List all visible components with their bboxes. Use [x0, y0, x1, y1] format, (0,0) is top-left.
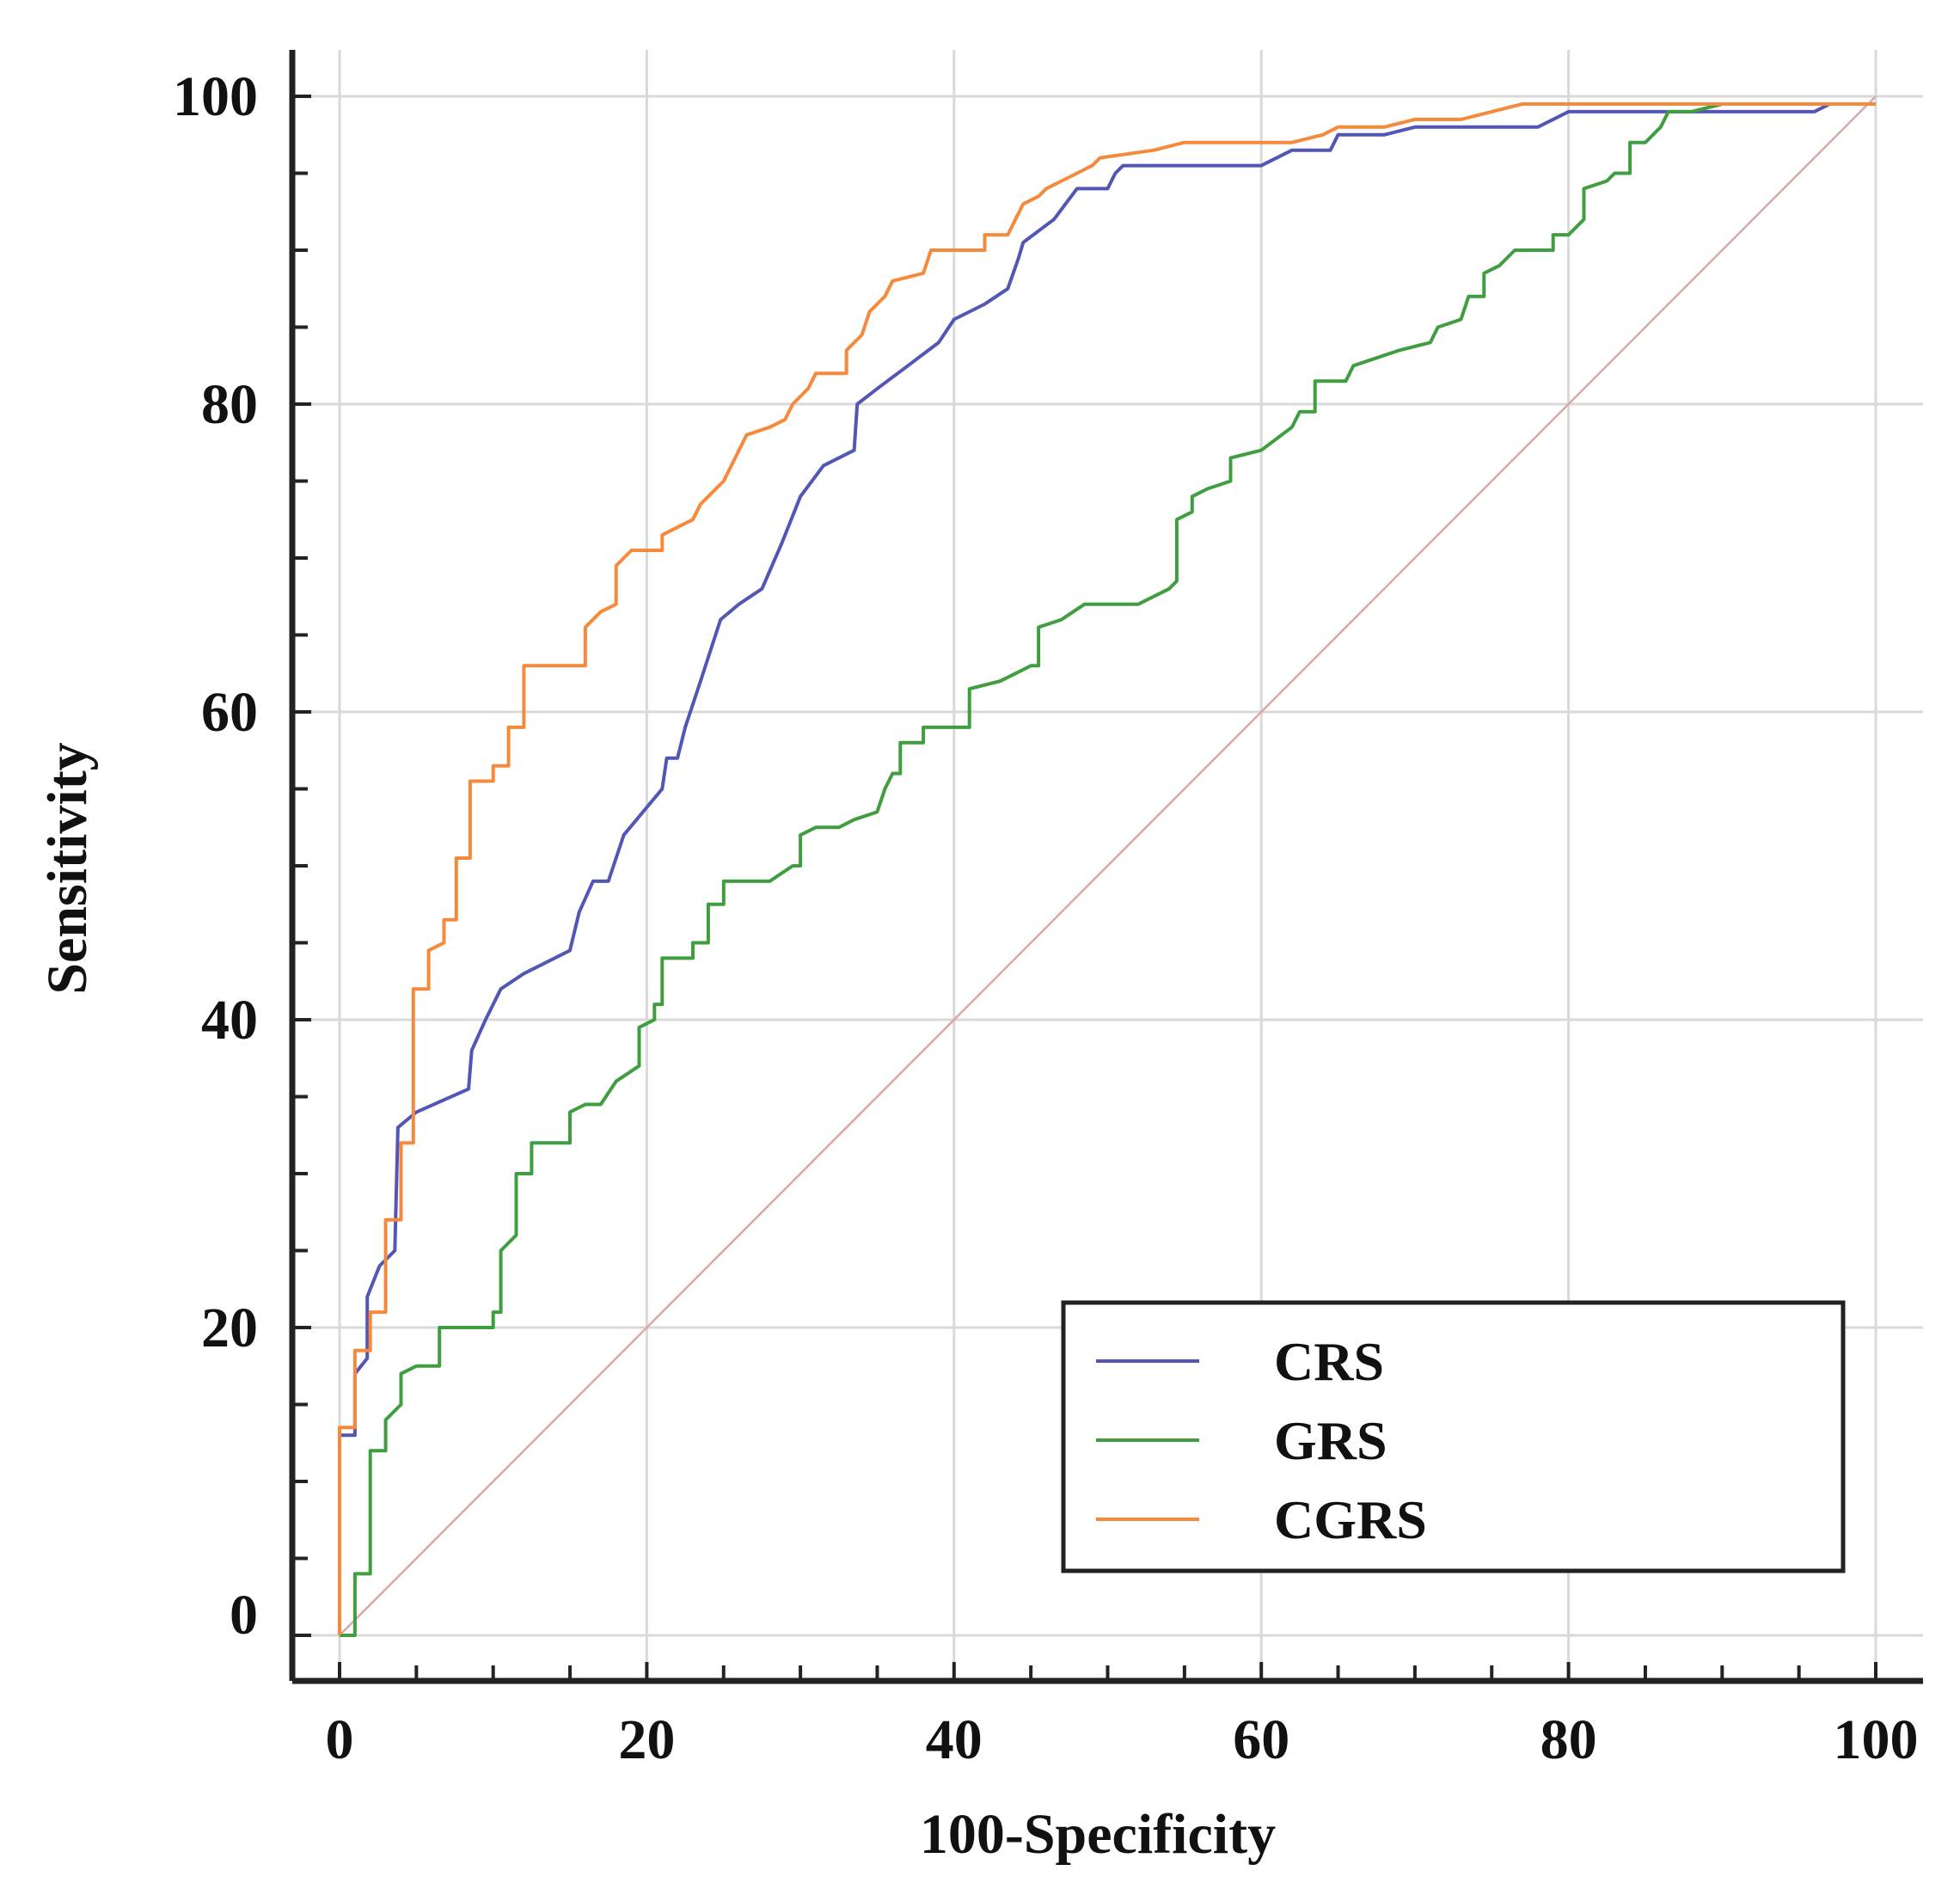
x-tick-labels: 0 20 40 60 80 100	[326, 1708, 1919, 1771]
x-tick-label: 80	[1540, 1708, 1597, 1771]
x-tick-label: 40	[926, 1708, 983, 1771]
y-tick-label: 20	[201, 1297, 258, 1359]
series-line-grs	[340, 102, 1876, 1637]
x-tick-label: 20	[618, 1708, 675, 1771]
y-tick-label: 40	[201, 989, 258, 1052]
x-axis-title: 100-Specificity	[920, 1803, 1276, 1866]
legend-label-cgrs: CGRS	[1274, 1489, 1427, 1550]
series-layer	[338, 102, 1876, 1637]
y-tick-label: 60	[201, 681, 258, 744]
legend-label-crs: CRS	[1274, 1331, 1384, 1392]
series-line-cgrs	[338, 102, 1876, 1635]
legend-box	[1061, 1300, 1846, 1573]
x-tick-label: 60	[1233, 1708, 1289, 1771]
legend: CRS GRS CGRS	[1061, 1300, 1846, 1573]
reference-line	[339, 95, 1877, 1636]
series-line-crs	[338, 102, 1876, 1635]
x-tick-label: 100	[1834, 1708, 1919, 1771]
x-tick-label: 0	[326, 1708, 354, 1771]
y-axis-title: Sensitivity	[36, 742, 99, 994]
y-tick-labels: 0 20 40 60 80 100	[173, 65, 258, 1647]
legend-label-grs: GRS	[1274, 1410, 1387, 1471]
y-tick-label: 0	[230, 1584, 258, 1647]
y-tick-label: 100	[173, 65, 258, 128]
y-tick-label: 80	[201, 373, 258, 436]
axes	[289, 50, 1923, 1684]
